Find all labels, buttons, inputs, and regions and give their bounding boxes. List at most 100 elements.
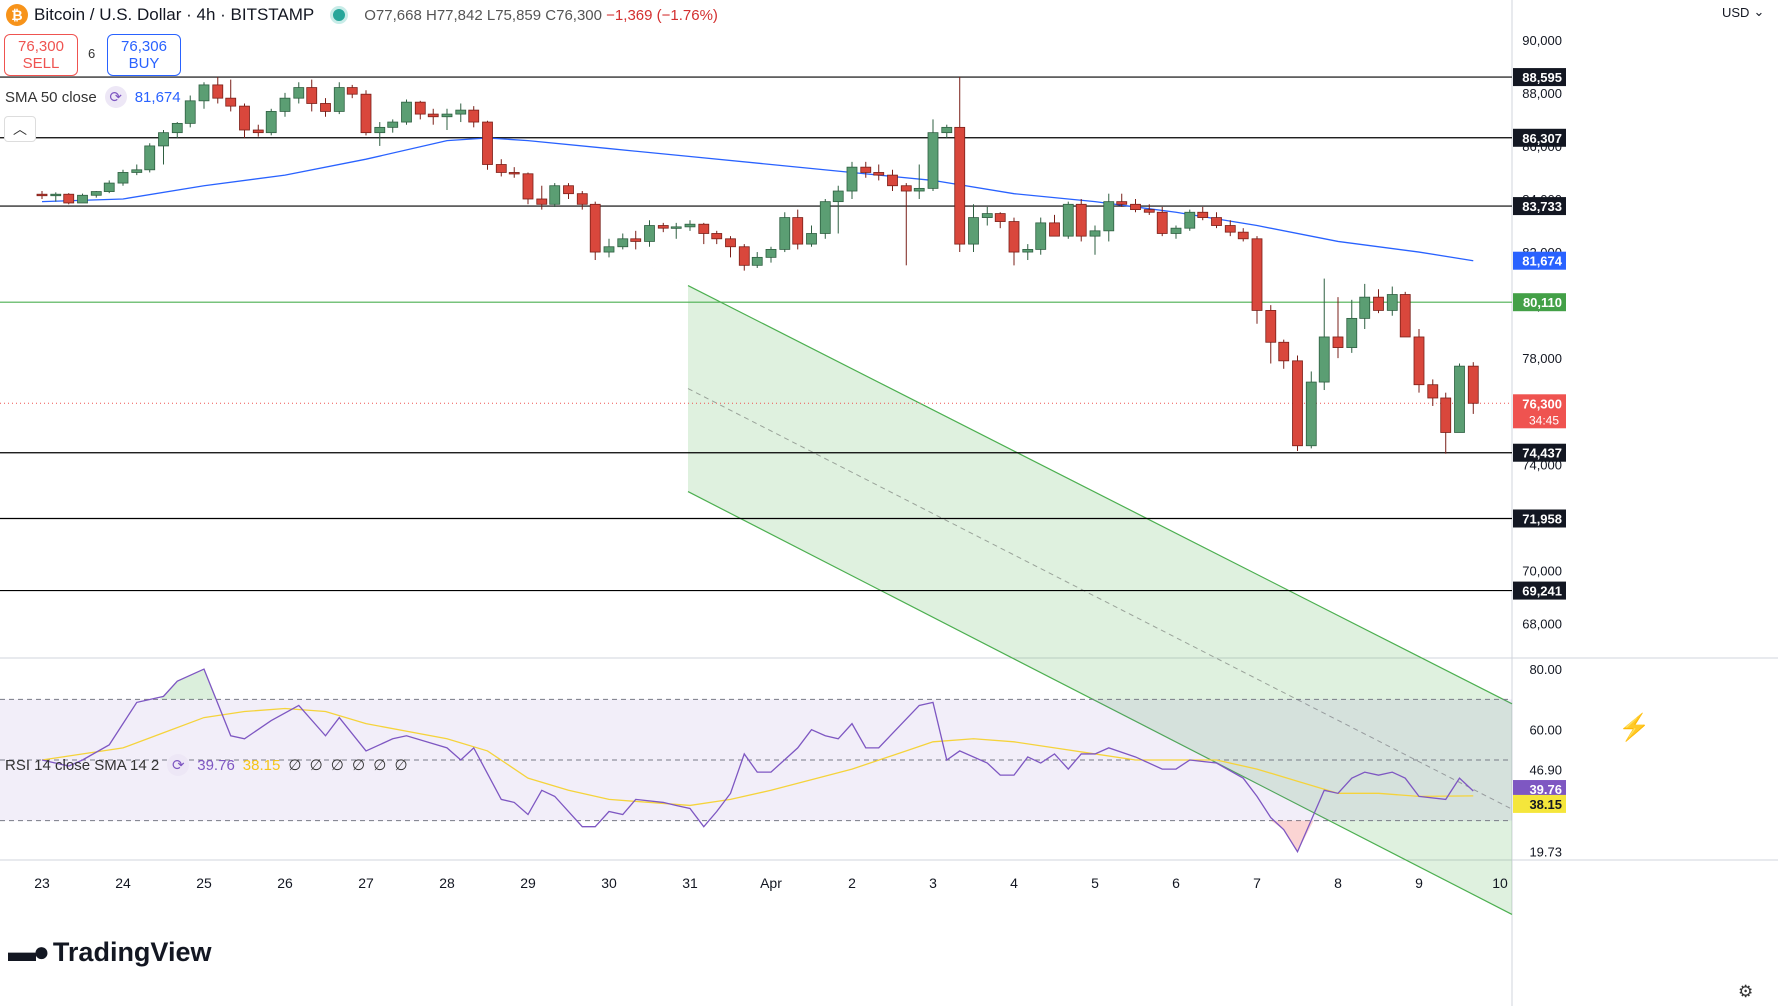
candle-body <box>751 256 763 266</box>
candle-body <box>117 172 129 184</box>
ohlc-readout: O77,668 H77,842 L75,859 C76,300 −1,369 (… <box>364 7 718 24</box>
level-badge <box>1513 293 1566 312</box>
candle-body <box>738 246 750 266</box>
candle-body <box>1197 211 1209 218</box>
candle-body <box>846 166 858 192</box>
candle-body <box>482 121 493 165</box>
candle-body <box>1399 294 1411 338</box>
candle-body <box>212 84 224 99</box>
candle-body <box>603 246 615 253</box>
sell-button[interactable]: 76,300 SELL <box>4 34 78 76</box>
candle-body <box>617 238 629 248</box>
y-tick-label: 68,000 <box>1522 617 1562 632</box>
candle-body <box>1427 384 1439 399</box>
open-value: O77,668 <box>364 6 422 24</box>
refresh-icon[interactable]: ⟳ <box>167 754 190 776</box>
y-tick-label: 88,000 <box>1522 86 1562 101</box>
x-tick-label: 29 <box>520 875 536 891</box>
candle-body <box>1292 360 1303 447</box>
y-tick-label: 78,000 <box>1522 351 1562 366</box>
candle-body <box>684 223 696 228</box>
candle-body <box>171 122 183 134</box>
chart-header: ₿ Bitcoin / U.S. Dollar · 4h · BITSTAMP … <box>0 0 718 30</box>
candle-body <box>1454 365 1465 433</box>
level-badge <box>1513 68 1566 87</box>
candle-body <box>563 185 574 195</box>
candle-body <box>468 109 480 123</box>
candle-body <box>320 103 331 112</box>
candle-body <box>1251 238 1263 311</box>
sma-legend[interactable]: SMA 50 close ⟳ 81,674 <box>5 86 181 108</box>
x-tick-label: 26 <box>277 875 293 891</box>
rsi-tick-label: 80.00 <box>1529 662 1562 677</box>
level-badge-label: 80,110 <box>1523 295 1562 310</box>
high-value: H77,842 <box>425 6 483 24</box>
candle-body <box>1386 294 1398 311</box>
candle-body <box>806 233 817 245</box>
x-tick-label: 27 <box>358 875 374 891</box>
candle-body <box>887 174 898 187</box>
candle-body <box>77 194 88 204</box>
price-badge-label: 76,300 <box>1522 396 1562 411</box>
collapse-legend-button[interactable]: ︿ <box>4 116 36 142</box>
candle-body <box>1062 203 1074 237</box>
candle-body <box>401 101 412 123</box>
settings-icon[interactable]: ⚙ <box>1738 982 1754 1001</box>
rsi-legend-label: RSI 14 close SMA 14 2 <box>5 756 160 774</box>
spread-value: 6 <box>88 46 96 61</box>
candle-body <box>508 172 520 175</box>
candle-body <box>306 87 318 104</box>
rsi-line <box>41 668 1474 854</box>
x-tick-label: 25 <box>196 875 212 891</box>
candle-body <box>1035 222 1047 250</box>
countdown-label: 34:45 <box>1529 413 1559 427</box>
x-tick-label: 9 <box>1415 875 1423 891</box>
candle-body <box>36 193 48 197</box>
chevron-down-icon: ⌄ <box>1753 4 1765 19</box>
buy-price: 76,306 <box>121 38 167 55</box>
rsi-legend[interactable]: RSI 14 close SMA 14 2 ⟳ 39.76 38.15 ∅ ∅ … <box>5 754 410 776</box>
buy-button[interactable]: 76,306 BUY <box>107 34 181 76</box>
candle-body <box>360 93 372 134</box>
level-badge-label: 88,595 <box>1522 70 1562 85</box>
candle-body <box>131 169 143 173</box>
x-tick-label: Apr <box>760 875 782 891</box>
rsi-value-badge-label: 39.76 <box>1529 782 1562 797</box>
channel-upper-line <box>687 285 1513 705</box>
candle-body <box>711 233 723 240</box>
candle-body <box>144 145 156 171</box>
channel-mid-line <box>687 388 1513 810</box>
currency-selector[interactable]: USD ⌄ <box>1722 4 1764 20</box>
candle-body <box>1346 317 1358 348</box>
sma-legend-value: 81,674 <box>134 88 181 106</box>
candle-body <box>644 225 655 242</box>
sell-price: 76,300 <box>18 38 64 55</box>
candle-body <box>1184 211 1196 229</box>
candle-body <box>860 166 872 173</box>
symbol-title[interactable]: Bitcoin / U.S. Dollar · 4h · BITSTAMP <box>34 5 315 24</box>
refresh-icon[interactable]: ⟳ <box>104 86 127 108</box>
channel-fill <box>274 75 1513 915</box>
candle-body <box>252 129 264 134</box>
candle-body <box>1224 225 1236 233</box>
level-badge-label: 74,437 <box>1522 446 1562 461</box>
candle-body <box>1075 203 1087 237</box>
lightning-icon[interactable]: ⚡ <box>1618 712 1651 742</box>
candle-body <box>103 182 115 192</box>
candle-body <box>819 201 831 234</box>
level-badge <box>1513 128 1566 147</box>
tradingview-mark-icon: ▬● <box>8 936 50 967</box>
rsi-value-badge <box>1513 794 1566 813</box>
close-value: C76,300 <box>545 6 602 24</box>
x-tick-label: 2 <box>848 875 856 891</box>
rsi-tick-label: 60.00 <box>1529 723 1562 738</box>
candle-body <box>779 217 791 250</box>
x-tick-label: 7 <box>1253 875 1261 891</box>
candle-body <box>225 97 237 107</box>
candle-body <box>765 249 777 258</box>
x-tick-label: 24 <box>115 875 131 891</box>
level-badge-label: 71,958 <box>1522 511 1562 526</box>
candle-body <box>265 111 277 134</box>
